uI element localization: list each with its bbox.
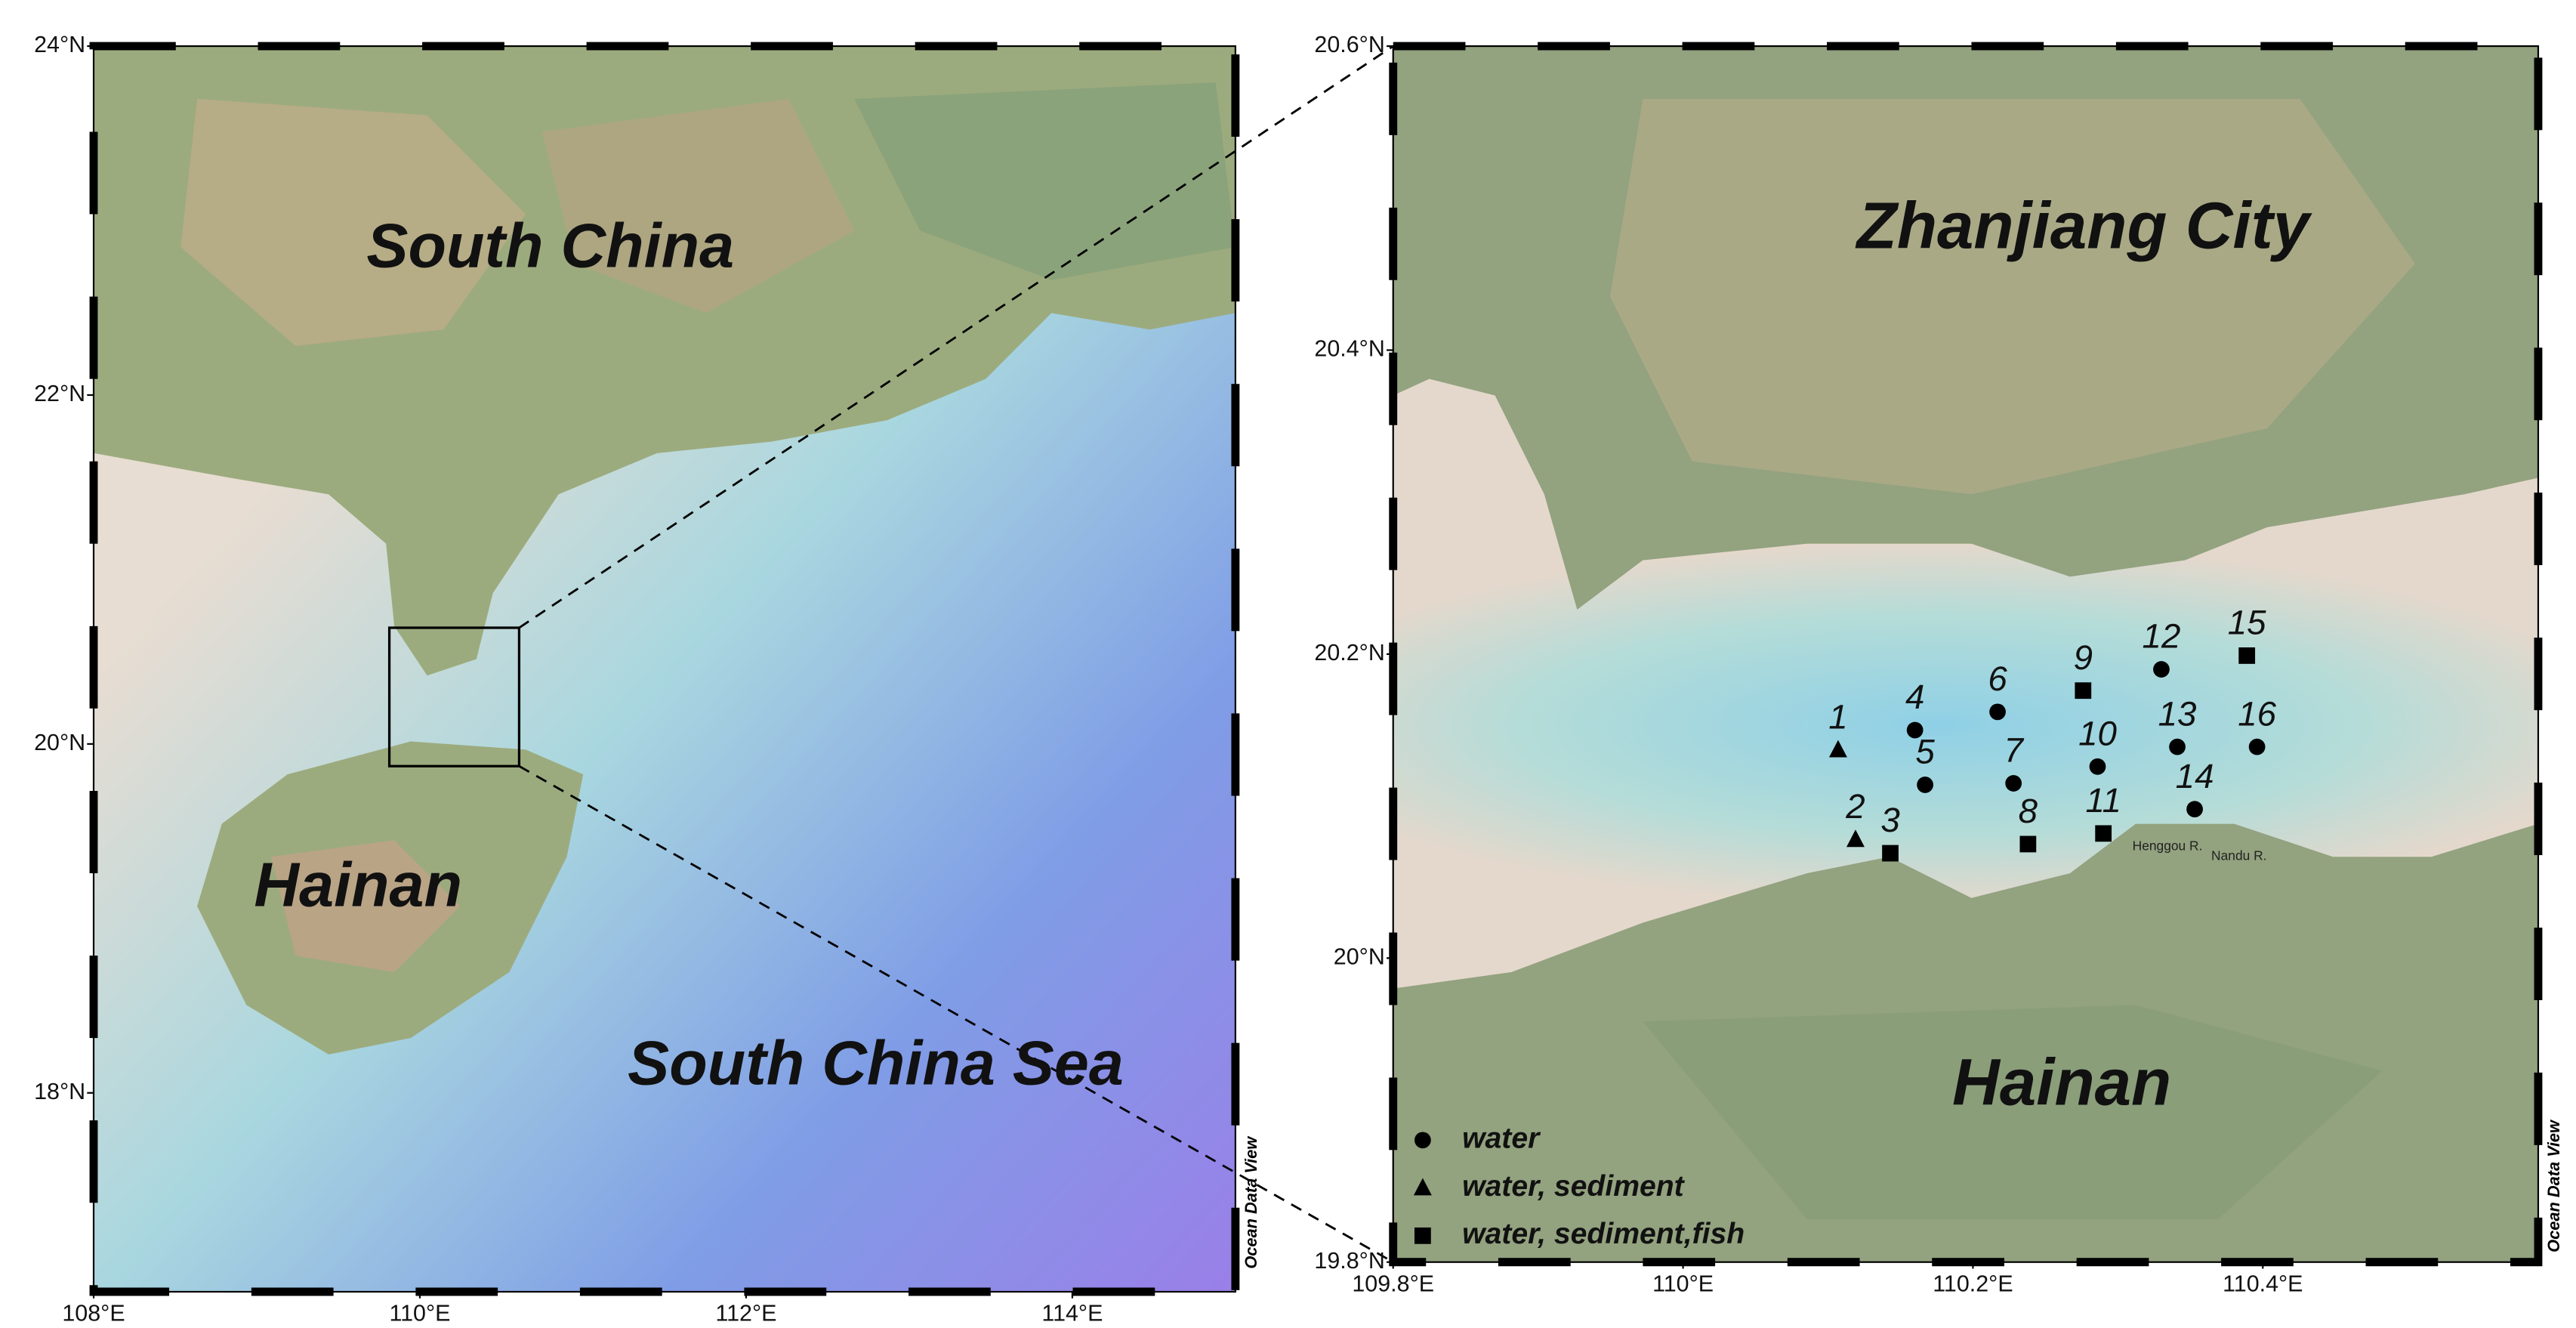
lat-tick-label: 24°N [34,32,85,57]
station-label: 2 [1845,787,1865,826]
marker [1906,721,1924,739]
lat-tick-label: 22°N [34,381,85,406]
lat-tick-label: 20.2°N [1314,640,1384,666]
zoom-box [387,626,521,767]
lon-tick-label: 110°E [389,1301,450,1326]
station-label: 1 [1828,697,1847,736]
region-label: Hainan [254,850,462,920]
station-label: 10 [2078,714,2117,752]
station-label: 12 [2143,617,2181,656]
marker [2089,758,2106,775]
marker [1413,1178,1432,1196]
marker [2075,682,2092,700]
river-label: Nandu R. [2211,848,2266,863]
lon-tick-label: 114°E [1041,1301,1103,1326]
marker [1989,703,2006,721]
station-label: 4 [1905,678,1924,716]
connector [518,764,1394,1263]
station-label: 11 [2085,781,2121,820]
station-label: 7 [2004,731,2024,770]
lon-tick-label: 108°E [62,1301,125,1326]
marker [1846,829,1865,848]
river-label: Henggou R. [2133,838,2203,853]
region-label: Hainan [1952,1045,2171,1119]
region-label: South China Sea [628,1027,1124,1098]
legend-label: water, sediment,fish [1462,1218,1745,1250]
connector [518,45,1394,629]
credit: Ocean Data View [1242,1135,1260,1269]
region-label: Zhanjiang City [1855,189,2313,262]
lat-tick-label: 20°N [34,730,85,755]
lon-tick-label: 110.4°E [2223,1271,2303,1296]
credit: Ocean Data View [2544,1119,2563,1252]
station-label: 5 [1915,733,1935,771]
right-map-base [1393,46,2538,1262]
station-label: 14 [2176,757,2214,795]
station-label: 16 [2238,694,2276,733]
station-label: 8 [2019,792,2038,830]
marker [1414,1132,1431,1149]
lat-tick-label: 19.8°N [1314,1248,1384,1274]
station-label: 3 [1880,801,1900,839]
station-label: 6 [1988,659,2007,698]
marker [2169,738,2186,755]
legend-label: water, sediment [1462,1170,1686,1203]
left-border [92,45,1236,1293]
station-label: 9 [2074,638,2093,677]
marker [2238,647,2256,664]
lat-tick-label: 20°N [1334,943,1385,969]
region-label: South China [366,210,734,280]
marker [2153,661,2170,678]
lat-tick-label: 20.6°N [1314,32,1384,57]
marker [1917,777,1933,793]
marker [2248,738,2266,755]
lon-tick-label: 112°E [715,1301,776,1326]
left-map-base [93,46,1236,1292]
marker [2019,835,2037,853]
station-label: 15 [2228,604,2266,642]
lon-tick-label: 109.8°E [1352,1271,1434,1296]
lat-tick-label: 20.4°N [1314,336,1384,362]
marker [1828,740,1847,758]
station-label: 13 [2158,694,2197,733]
marker [1882,845,1899,862]
marker [2005,775,2022,792]
lat-tick-label: 18°N [34,1079,85,1104]
marker [1414,1227,1431,1244]
lon-tick-label: 110.2°E [1933,1271,2013,1296]
legend-label: water [1462,1123,1541,1155]
marker [2186,801,2203,818]
lon-tick-label: 110°E [1652,1271,1714,1296]
marker [2095,825,2112,842]
